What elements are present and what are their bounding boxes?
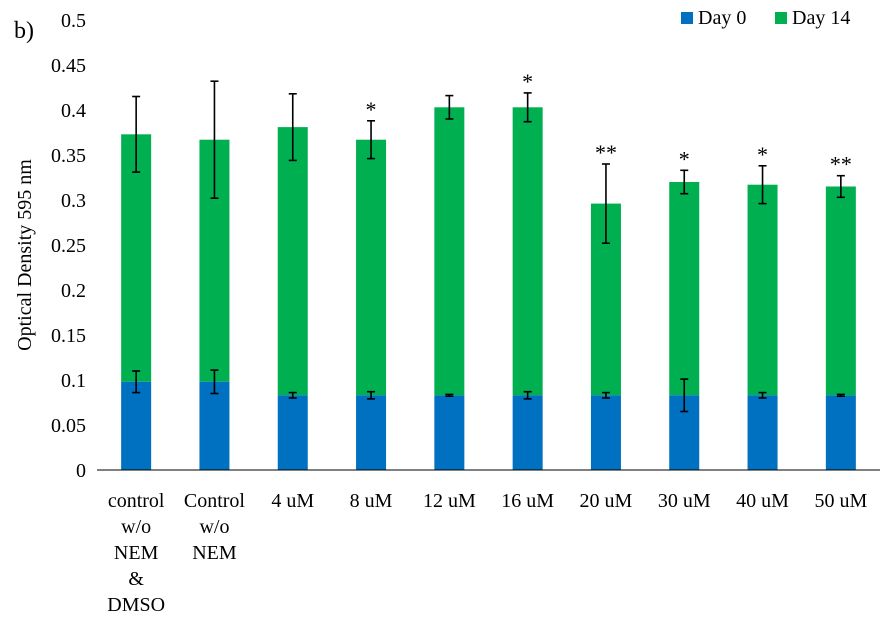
x-category-label: 12 uM bbox=[423, 490, 476, 512]
error-bar-day0 bbox=[523, 390, 532, 400]
panel-label: b) bbox=[14, 18, 34, 44]
x-category-label: 30 uM bbox=[658, 490, 711, 512]
error-bar-day14 bbox=[680, 169, 689, 195]
bar-day14 bbox=[434, 107, 465, 396]
y-tick-label: 0.3 bbox=[61, 190, 86, 212]
y-axis-label: Optical Density 595 nm bbox=[14, 159, 36, 351]
error-bar-day14 bbox=[132, 95, 141, 173]
error-bar-day0 bbox=[601, 391, 610, 399]
significance-marker: * bbox=[366, 97, 377, 122]
bar-day0 bbox=[512, 395, 543, 470]
bar-day14 bbox=[825, 186, 856, 396]
error-bar-day0 bbox=[132, 370, 141, 394]
significance-marker: * bbox=[522, 69, 533, 94]
y-tick-label: 0.2 bbox=[61, 280, 86, 302]
error-bars bbox=[132, 80, 845, 413]
x-category-label: 20 uM bbox=[580, 490, 633, 512]
bar-day0 bbox=[825, 395, 856, 470]
bar-day14 bbox=[356, 139, 387, 396]
legend-swatch bbox=[681, 12, 693, 24]
bar-day0 bbox=[199, 381, 230, 470]
error-bar-day0 bbox=[367, 390, 376, 400]
error-bar-day0 bbox=[836, 393, 845, 398]
significance-marker: ** bbox=[830, 152, 852, 177]
y-tick-label: 0 bbox=[76, 460, 86, 482]
legend: Day 0 Day 14 bbox=[681, 7, 850, 29]
y-tick-label: 0.15 bbox=[51, 325, 86, 347]
error-bar-day14 bbox=[601, 163, 610, 244]
error-bar-day0 bbox=[445, 393, 454, 398]
error-bar-day14 bbox=[523, 92, 532, 123]
y-tick-label: 0.35 bbox=[51, 145, 86, 167]
error-bar-day14 bbox=[836, 174, 845, 199]
legend-swatch bbox=[775, 12, 787, 24]
error-bar-day14 bbox=[210, 80, 219, 199]
error-bar-day14 bbox=[758, 165, 767, 205]
x-category-label: 4 uM bbox=[271, 490, 314, 512]
significance-marker: * bbox=[679, 146, 690, 171]
significance-marker: ** bbox=[595, 140, 617, 165]
error-bar-day14 bbox=[445, 94, 454, 120]
bar-day14 bbox=[747, 184, 778, 396]
significance-marker: * bbox=[757, 142, 768, 167]
bar-day14 bbox=[512, 107, 543, 396]
bar-day0 bbox=[121, 381, 152, 470]
x-category-labels: control w/o NEM & DMSO Control w/o NEM 4 uM 8 uM 1… bbox=[107, 490, 867, 616]
error-bar-day0 bbox=[210, 369, 219, 395]
bar-day14 bbox=[121, 134, 152, 382]
bar-day14 bbox=[669, 182, 700, 396]
y-tick-label: 0.05 bbox=[51, 415, 86, 437]
bar-day0 bbox=[590, 395, 621, 470]
y-tick-label: 0.5 bbox=[61, 10, 86, 32]
x-category-label: 50 uM bbox=[814, 490, 867, 512]
bar-day0 bbox=[434, 395, 465, 470]
y-tick-label: 0.1 bbox=[61, 370, 86, 392]
bar-day0 bbox=[277, 395, 308, 470]
error-bar-day14 bbox=[367, 120, 376, 160]
bar-day0 bbox=[747, 395, 778, 470]
y-tick-label: 0.25 bbox=[51, 235, 86, 257]
significance-annotations: **** * * ** bbox=[366, 69, 852, 177]
y-tick-label: 0.45 bbox=[51, 55, 86, 77]
legend-day0: Day 0 bbox=[681, 7, 746, 29]
x-category-label: 40 uM bbox=[736, 490, 789, 512]
x-category-label: 16 uM bbox=[501, 490, 554, 512]
legend-label: Day 0 bbox=[698, 7, 746, 29]
legend-label: Day 14 bbox=[792, 7, 850, 29]
x-category-label: 8 uM bbox=[350, 490, 393, 512]
bar-day0 bbox=[356, 395, 387, 470]
error-bar-day0 bbox=[288, 391, 297, 399]
bar-day14 bbox=[277, 127, 308, 396]
bars bbox=[121, 107, 856, 470]
error-bar-day0 bbox=[758, 391, 767, 399]
error-bar-day0 bbox=[680, 378, 689, 413]
y-tick-labels: 0 0.05 0.1 0.15 0.2 0.25 0.3 0.35 0.4 0.45 0.5 bbox=[51, 10, 86, 482]
legend-day14: Day 14 bbox=[775, 7, 850, 29]
y-tick-label: 0.4 bbox=[61, 100, 86, 122]
error-bar-day14 bbox=[288, 93, 297, 162]
x-category-label: control w/o NEM & DMSO bbox=[107, 490, 165, 616]
x-category-label: Control w/o NEM bbox=[184, 490, 246, 564]
